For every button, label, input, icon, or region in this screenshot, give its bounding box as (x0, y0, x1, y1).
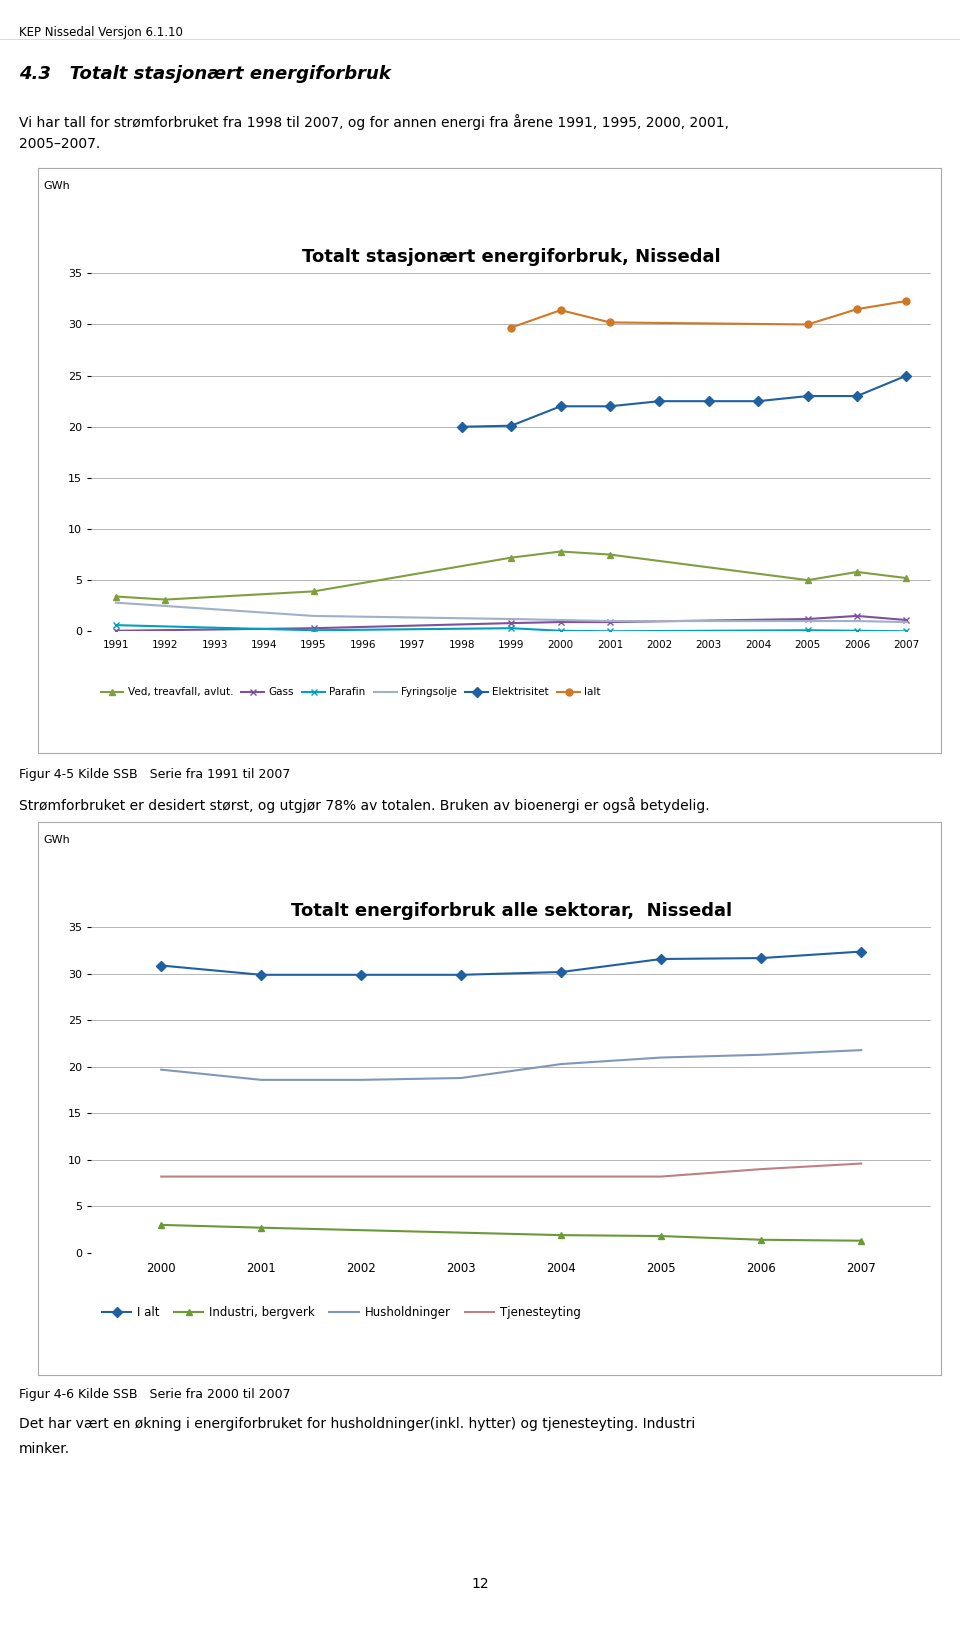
Tjenesteyting (556, 1167, 567, 1186)
Tjenesteyting (156, 1167, 167, 1186)
Legend: I alt, Industri, bergverk, Husholdninger, Tjenesteyting: I alt, Industri, bergverk, Husholdninger… (97, 1302, 586, 1323)
Husholdninger (756, 1045, 767, 1064)
Text: 12: 12 (471, 1577, 489, 1591)
Tjenesteyting (455, 1167, 467, 1186)
Text: GWh: GWh (43, 835, 70, 844)
Husholdninger (255, 1071, 267, 1090)
Text: 2005–2007.: 2005–2007. (19, 137, 101, 151)
Industri, bergverk (556, 1225, 567, 1245)
Text: minker.: minker. (19, 1442, 70, 1456)
I alt (455, 965, 467, 984)
Line: Husholdninger: Husholdninger (161, 1049, 861, 1080)
Husholdninger (156, 1059, 167, 1079)
Husholdninger (455, 1069, 467, 1088)
Industri, bergverk (255, 1219, 267, 1238)
Title: Totalt energiforbruk alle sektorar,  Nissedal: Totalt energiforbruk alle sektorar, Niss… (291, 903, 732, 921)
Husholdninger (556, 1054, 567, 1074)
Tjenesteyting (255, 1167, 267, 1186)
Text: Figur 4-6 Kilde SSB   Serie fra 2000 til 2007: Figur 4-6 Kilde SSB Serie fra 2000 til 2… (19, 1388, 291, 1401)
I alt (756, 949, 767, 968)
Legend: Ved, treavfall, avlut., Gass, Parafin, Fyringsolje, Elektrisitet, Ialt: Ved, treavfall, avlut., Gass, Parafin, F… (96, 683, 605, 701)
I alt (855, 942, 867, 962)
Text: Vi har tall for strømforbruket fra 1998 til 2007, og for annen energi fra årene : Vi har tall for strømforbruket fra 1998 … (19, 114, 730, 130)
Text: Det har vært en økning i energiforbruket for husholdninger(inkl. hytter) og tjen: Det har vært en økning i energiforbruket… (19, 1417, 695, 1432)
Tjenesteyting (355, 1167, 367, 1186)
Industri, bergverk (156, 1215, 167, 1235)
Husholdninger (855, 1040, 867, 1059)
Line: Industri, bergverk: Industri, bergverk (157, 1222, 865, 1245)
Industri, bergverk (756, 1230, 767, 1250)
Text: GWh: GWh (43, 181, 70, 190)
Text: KEP Nissedal Versjon 6.1.10: KEP Nissedal Versjon 6.1.10 (19, 26, 183, 39)
I alt (355, 965, 367, 984)
I alt (156, 955, 167, 975)
Title: Totalt stasjonært energiforbruk, Nissedal: Totalt stasjonært energiforbruk, Nisseda… (301, 249, 721, 267)
Tjenesteyting (656, 1167, 667, 1186)
Text: Figur 4-5 Kilde SSB   Serie fra 1991 til 2007: Figur 4-5 Kilde SSB Serie fra 1991 til 2… (19, 768, 291, 781)
Text: Strømforbruket er desidert størst, og utgjør 78% av totalen. Bruken av bioenergi: Strømforbruket er desidert størst, og ut… (19, 797, 709, 814)
Industri, bergverk (855, 1232, 867, 1251)
Husholdninger (656, 1048, 667, 1067)
Line: Tjenesteyting: Tjenesteyting (161, 1163, 861, 1176)
Text: 4.3   Totalt stasjonært energiforbruk: 4.3 Totalt stasjonært energiforbruk (19, 65, 391, 83)
I alt (255, 965, 267, 984)
Industri, bergverk (656, 1227, 667, 1246)
I alt (656, 949, 667, 968)
Tjenesteyting (756, 1160, 767, 1180)
Tjenesteyting (855, 1154, 867, 1173)
Line: I alt: I alt (157, 949, 865, 978)
Husholdninger (355, 1071, 367, 1090)
I alt (556, 962, 567, 981)
